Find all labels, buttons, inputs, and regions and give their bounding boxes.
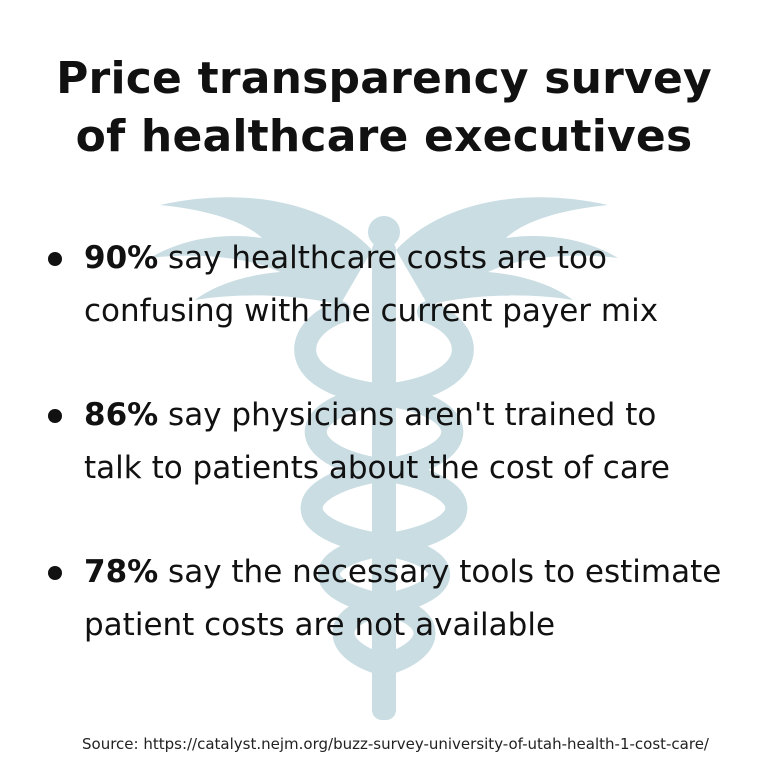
stat-text: talk to patients about the cost of care [84, 450, 670, 486]
serpent-coil [304, 301, 474, 676]
title-line-1: Price transparency survey [56, 53, 712, 104]
stat-text: confusing with the current payer mix [84, 293, 659, 329]
stats-list: 90% say healthcare costs are too confusi… [48, 232, 748, 703]
right-wing [396, 197, 618, 305]
stat-percent: 86% [84, 397, 159, 433]
stat-percent: 78% [84, 554, 159, 590]
stat-text: patient costs are not available [84, 607, 556, 643]
stat-item: 86% say physicians aren't trained to tal… [48, 389, 748, 495]
stat-text: say healthcare costs are too [158, 240, 607, 276]
source-citation: Source: https://catalyst.nejm.org/buzz-s… [82, 735, 709, 753]
bullet-dot-icon [48, 409, 62, 423]
title-line-2: of healthcare executives [75, 111, 693, 162]
left-wing [150, 197, 372, 305]
stat-text: say physicians aren't trained to [158, 397, 657, 433]
bullet-dot-icon [48, 566, 62, 580]
stat-item: 90% say healthcare costs are too confusi… [48, 232, 748, 338]
page-title: Price transparency survey of healthcare … [0, 50, 768, 166]
bullet-dot-icon [48, 252, 62, 266]
stat-item: 78% say the necessary tools to estimate … [48, 546, 748, 652]
stat-text: say the necessary tools to estimate [158, 554, 722, 590]
stat-percent: 90% [84, 240, 159, 276]
